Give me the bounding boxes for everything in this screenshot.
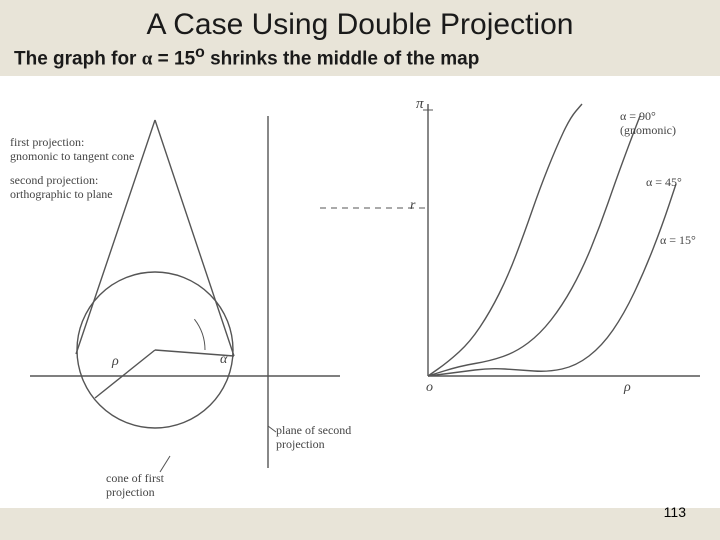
label-r-axis: r: [410, 198, 415, 214]
curve-label-45: α = 45°: [646, 176, 682, 190]
label-origin: o: [426, 380, 433, 396]
label-first-projection: first projection: gnomonic to tangent co…: [10, 136, 134, 164]
label-rho-left: ρ: [112, 354, 119, 370]
label-pi: π: [416, 96, 424, 113]
subtitle-prefix: The graph for: [14, 48, 142, 69]
subtitle-suffix: shrinks the middle of the map: [205, 48, 480, 69]
subtitle-alpha: α: [142, 48, 153, 69]
page-number: 113: [664, 504, 686, 520]
curve-label-90: α = 90° (gnomonic): [620, 110, 676, 138]
label-cone-first: cone of first projection: [106, 472, 164, 500]
figure-area: first projection: gnomonic to tangent co…: [0, 76, 720, 508]
label-rho-axis: ρ: [624, 380, 631, 396]
page-title: A Case Using Double Projection: [0, 0, 720, 42]
label-plane-second: plane of second projection: [276, 424, 351, 452]
curve-label-15: α = 15°: [660, 234, 696, 248]
subtitle-sup: o: [195, 44, 205, 61]
subtitle-eq: = 15: [152, 48, 195, 69]
label-second-projection: second projection: orthographic to plane: [10, 174, 113, 202]
page-subtitle: The graph for α = 15o shrinks the middle…: [0, 42, 720, 70]
label-alpha-left: α: [220, 352, 227, 368]
